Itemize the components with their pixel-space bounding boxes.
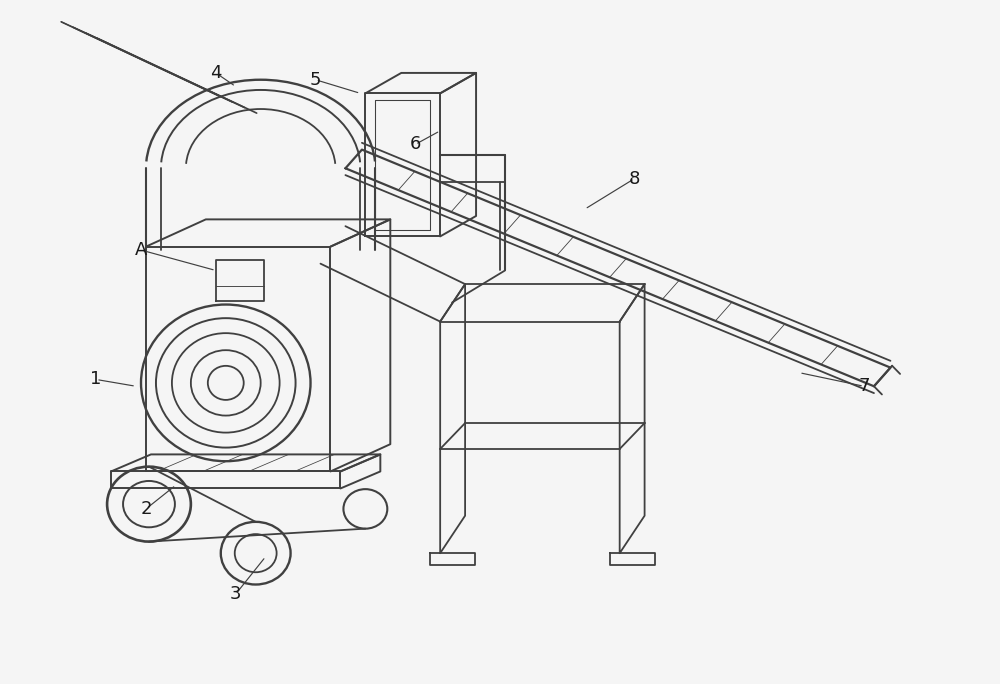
Text: 5: 5 [310,70,321,89]
Text: 7: 7 [858,378,870,395]
Text: 2: 2 [140,500,152,518]
Text: A: A [135,241,147,259]
Text: 3: 3 [230,585,241,603]
Text: 6: 6 [410,135,421,153]
Text: 8: 8 [629,170,640,187]
Text: 1: 1 [90,371,102,389]
Text: 4: 4 [210,64,222,82]
